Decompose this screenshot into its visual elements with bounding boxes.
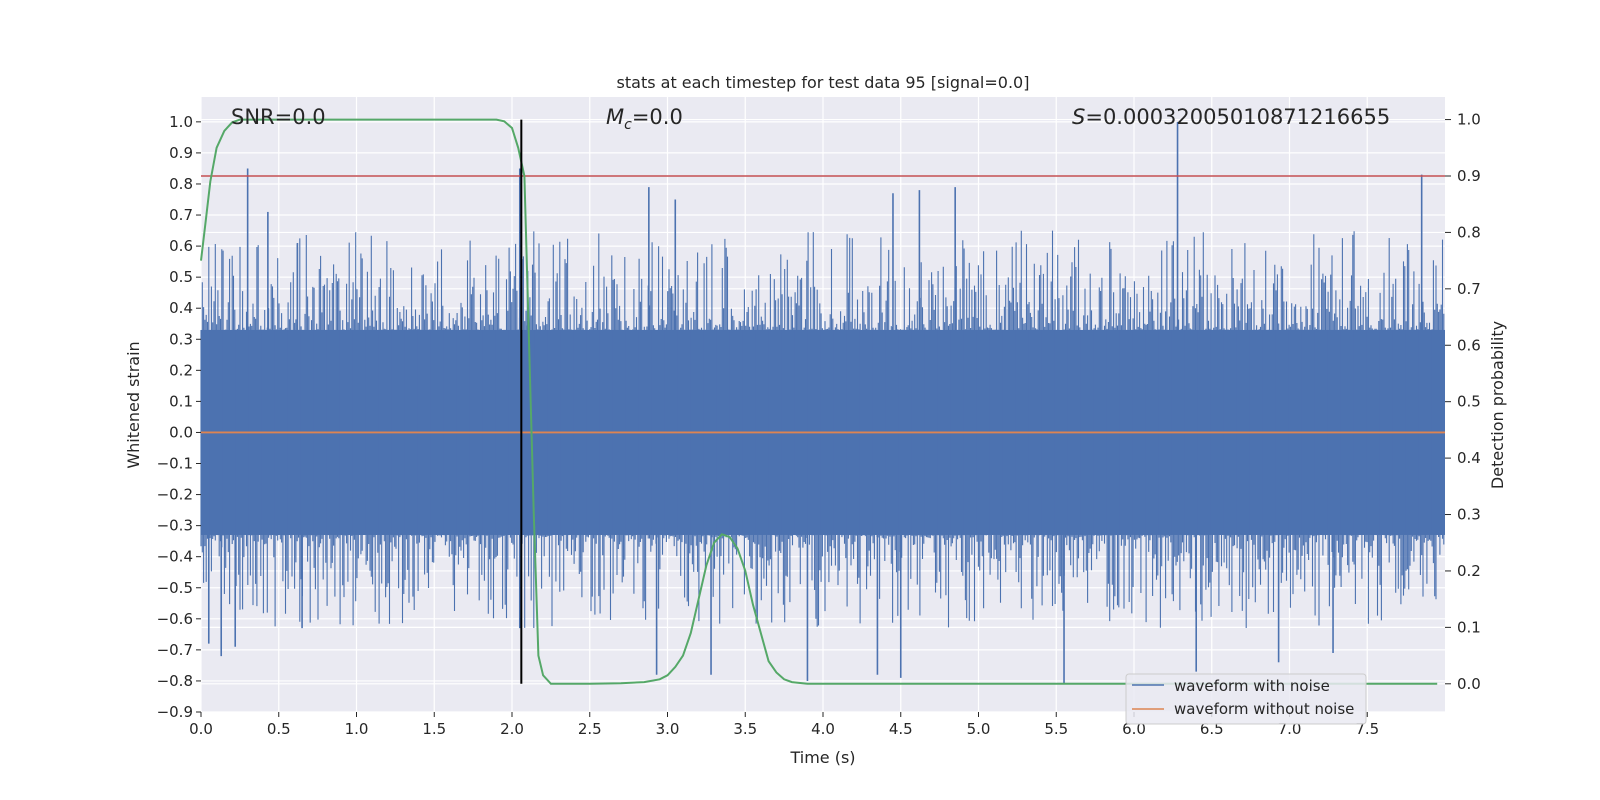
snr-annotation: SNR=0.0 [231,105,326,129]
statistic-value: =0.00032005010871216655 [1085,105,1390,129]
y-left-tick-label: −0.6 [157,610,193,628]
statistic-symbol: S [1072,105,1085,129]
x-tick-label: 2.5 [578,720,602,738]
y-left-tick-label: −0.9 [157,703,193,721]
chart-title: stats at each timestep for test data 95 … [617,73,1030,92]
statistic-annotation: S=0.00032005010871216655 [1072,105,1390,129]
chirp-mass-annotation: Mc=0.0 [606,105,683,133]
y-left-tick-label: −0.3 [157,517,193,535]
y-left-tick-label: −0.4 [157,548,193,566]
x-tick-label: 3.5 [733,720,757,738]
y-right-tick-label: 0.3 [1457,506,1481,524]
legend: waveform with noise waveform without noi… [1125,673,1367,725]
y-left-axis-ticks: 1.0 0.9 0.8 0.7 0.6 0.5 0.4 0.3 0.2 0.1 0.0 −0.1 −0.… [157,113,201,721]
y-right-tick-label: 0.2 [1457,562,1481,580]
legend-label-waveform-without-noise: waveform without noise [1174,700,1354,718]
y-left-tick-label: −0.1 [157,455,193,473]
y-left-tick-label: 0.5 [169,268,193,286]
y-right-tick-label: 0.7 [1457,280,1481,298]
y-left-tick-label: −0.5 [157,579,193,597]
series-detection-probability-line [200,118,1438,685]
x-tick-label: 2.0 [500,720,524,738]
x-axis-label: Time (s) [789,748,855,767]
x-tick-label: 0.5 [267,720,291,738]
x-tick-label: 4.5 [889,720,913,738]
y-right-tick-label: 0.6 [1457,336,1481,354]
y-left-tick-label: −0.8 [157,672,193,690]
y-left-tick-label: 0.6 [169,237,193,255]
y-right-tick-label: 0.4 [1457,449,1481,467]
y-left-tick-label: 1.0 [169,113,193,131]
y-left-tick-label: 0.3 [169,330,193,348]
legend-box [1125,673,1367,725]
y-right-tick-label: 1.0 [1457,111,1481,129]
y-left-tick-label: 0.4 [169,299,193,317]
y-left-tick-label: 0.0 [169,423,193,441]
y-left-tick-label: −0.7 [157,641,193,659]
noise-trace [200,230,1445,628]
x-tick-label: 1.0 [345,720,369,738]
y-right-tick-label: 0.5 [1457,393,1481,411]
x-tick-label: 3.0 [656,720,680,738]
y-right-axis-ticks: 1.0 0.9 0.8 0.7 0.6 0.5 0.4 0.3 0.2 0.1 0.0 [1445,111,1481,693]
x-tick-label: 0.0 [189,720,213,738]
legend-label-waveform-with-noise: waveform with noise [1174,677,1330,695]
chirp-mass-subscript: c [624,117,632,133]
y-left-axis-label: Whitened strain [124,341,143,468]
chirp-mass-symbol: M [606,105,624,129]
x-tick-label: 4.0 [811,720,835,738]
y-left-tick-label: 0.2 [169,361,193,379]
y-right-tick-label: 0.9 [1457,167,1481,185]
y-left-tick-label: 0.8 [169,175,193,193]
y-right-tick-label: 0.8 [1457,223,1481,241]
x-tick-label: 5.5 [1044,720,1068,738]
y-left-tick-label: 0.1 [169,392,193,410]
y-right-tick-label: 0.1 [1457,618,1481,636]
y-left-tick-label: −0.2 [157,486,193,504]
y-right-tick-label: 0.0 [1457,675,1481,693]
x-tick-label: 1.5 [422,720,446,738]
chirp-mass-value: =0.0 [632,105,683,129]
y-left-tick-label: 0.9 [169,144,193,162]
y-left-tick-label: 0.7 [169,206,193,224]
y-right-axis-label: Detection probability [1488,321,1507,489]
x-tick-label: 5.0 [967,720,991,738]
